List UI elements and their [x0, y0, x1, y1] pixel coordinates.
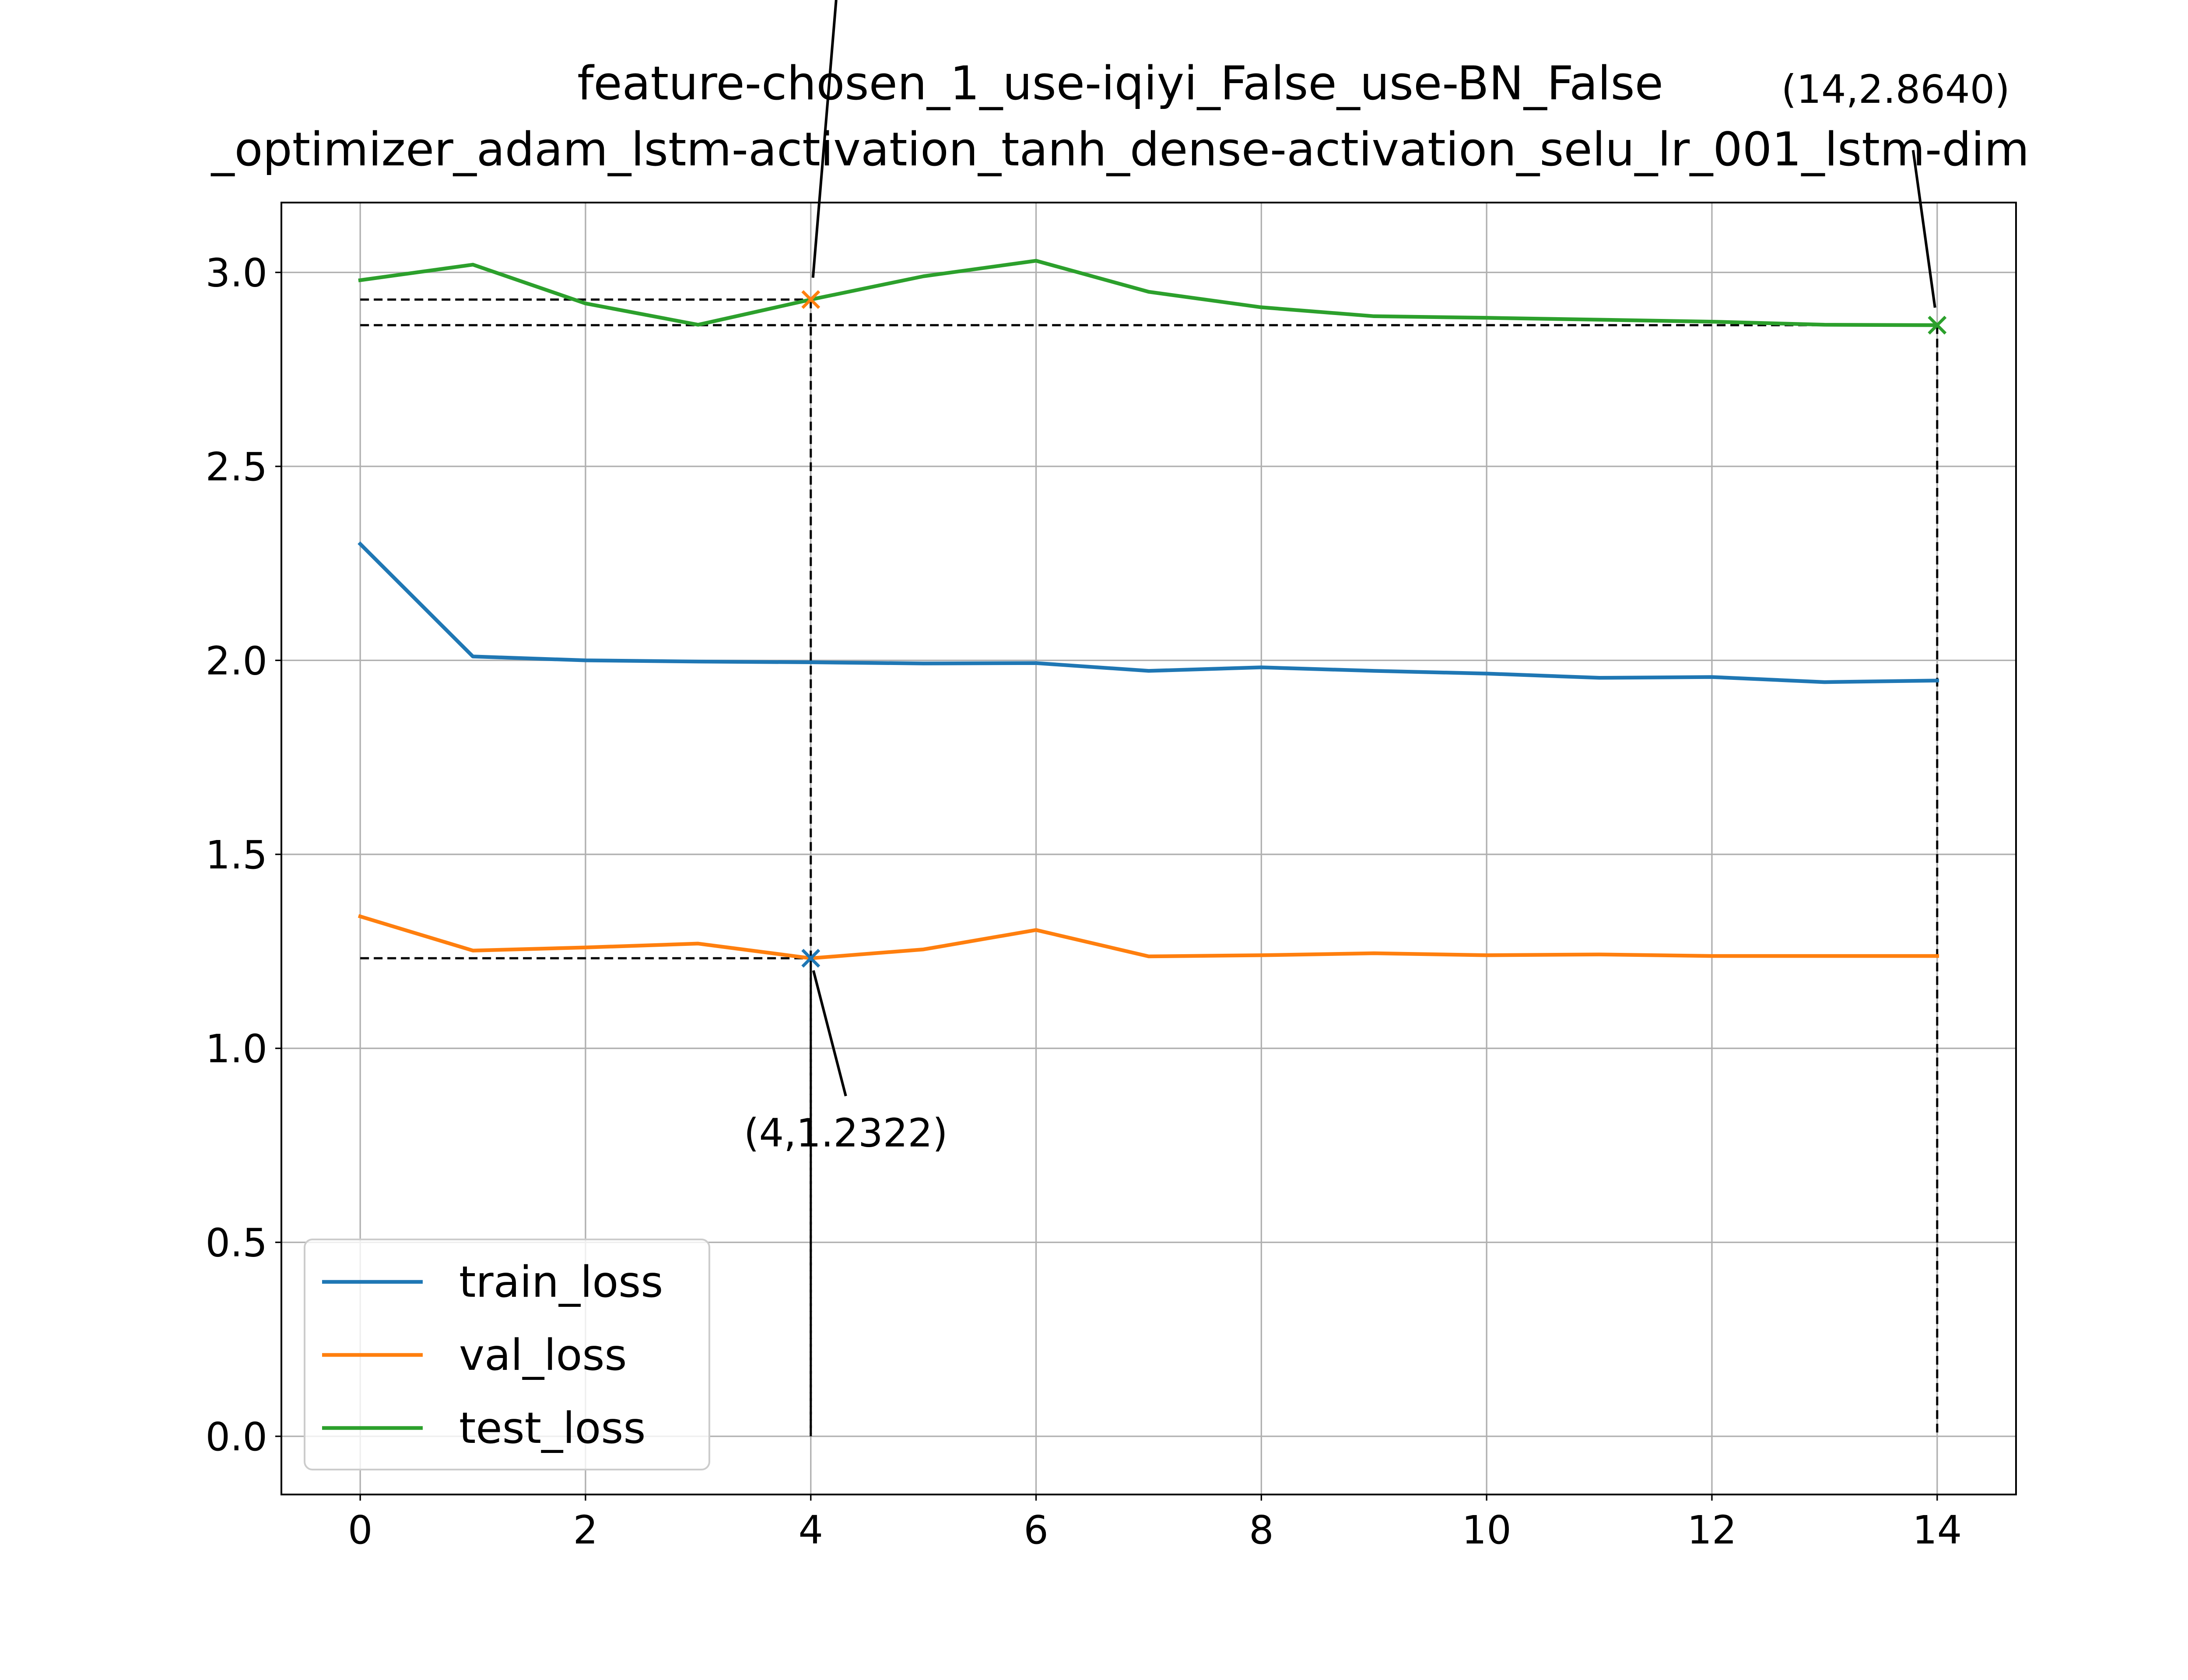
y-tick-label: 0.0	[205, 1414, 267, 1460]
x-tick-label: 4	[798, 1507, 823, 1553]
legend-box	[304, 1239, 710, 1470]
x-tick-label: 6	[1024, 1507, 1048, 1553]
y-tick-label: 0.5	[205, 1220, 267, 1266]
series-line-test-loss	[358, 259, 1939, 327]
x-tick-label: 12	[1687, 1507, 1736, 1553]
annotation-label: (14,2.8640)	[1781, 66, 2010, 112]
series-line-val-loss	[358, 914, 1939, 960]
y-tick-label: 1.5	[205, 832, 267, 878]
x-tick-label: 14	[1912, 1507, 1962, 1553]
x-tick-label: 10	[1462, 1507, 1511, 1553]
annotations: (4,1.2322) (14,2.8640)	[744, 0, 2010, 1155]
chart-title-line-2: _optimizer_adam_lstm-activation_tanh_den…	[210, 122, 2030, 176]
x-marker-stroke	[801, 290, 820, 309]
annotation-label: (4,1.2322)	[744, 1110, 948, 1155]
annotation-leader-line	[812, 970, 847, 1097]
chart-title: feature-chosen_1_use-iqiyi_False_use-BN_…	[210, 56, 2030, 176]
legend-label-train-loss: train_loss	[459, 1257, 663, 1307]
x-tick-label: 2	[573, 1507, 598, 1553]
y-tick-label: 1.0	[205, 1026, 267, 1071]
legend-label-test-loss: test_loss	[459, 1404, 646, 1453]
x-marker-stroke	[801, 948, 820, 968]
x-tick-label: 0	[348, 1507, 373, 1553]
y-tick-label: 2.5	[205, 444, 267, 490]
x-marker	[1928, 315, 1947, 335]
axis-ticks: 0 2 4 6 8 10 12 14 0.0 0.5 1.0 1.5 2.0 2.5 3.0	[205, 250, 1962, 1553]
x-tick-label: 8	[1249, 1507, 1274, 1553]
annotation-leader-line	[1911, 150, 1936, 308]
y-tick-label: 2.0	[205, 638, 267, 683]
x-marker	[801, 290, 820, 309]
plot-frame	[281, 202, 2017, 1495]
y-tick-label: 3.0	[205, 250, 267, 296]
legend-label-val-loss: val_loss	[459, 1330, 627, 1380]
annotation-leader-line	[811, 0, 838, 278]
series-lines	[358, 259, 1939, 960]
chart-title-line-1: feature-chosen_1_use-iqiyi_False_use-BN_…	[577, 56, 1663, 110]
annotation-markers	[801, 290, 1947, 968]
guide-lines	[360, 298, 1939, 1436]
x-marker	[801, 948, 820, 968]
series-line-train-loss	[358, 541, 1939, 684]
legend: train_loss val_loss test_loss	[304, 1239, 710, 1470]
x-marker-stroke	[1928, 315, 1947, 335]
